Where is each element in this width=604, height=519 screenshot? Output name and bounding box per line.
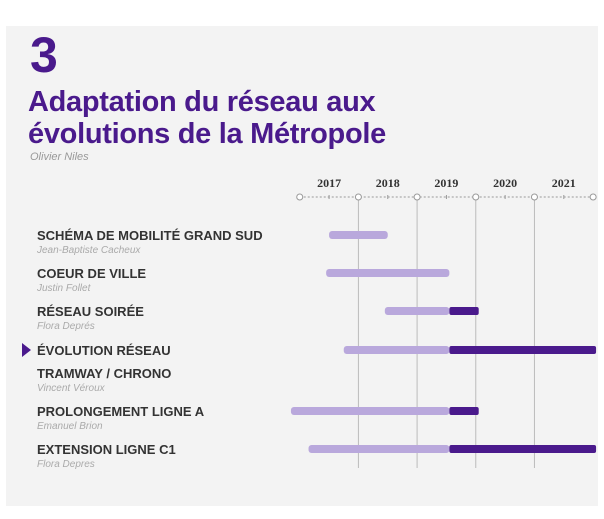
bar-planned [343,346,450,354]
bar-active [449,307,479,315]
task-owner: Flora Deprés [37,321,95,332]
task-name: ÉVOLUTION RÉSEAU [37,343,171,358]
bar-planned [308,445,450,453]
task-owner: Vincent Véroux [37,383,106,394]
bar-planned [326,269,450,277]
bar-active [449,346,597,354]
bar-active [449,445,597,453]
task-name: EXTENSION LIGNE C1 [37,442,176,457]
bar-planned [384,307,450,315]
axis-node [354,193,362,201]
author: Olivier Niles [30,151,89,163]
x-tick-label: 2019 [434,176,458,190]
axis-node [413,193,421,201]
axis-node [296,193,304,201]
highlight-arrow [22,343,31,357]
task-owner: Jean-Baptiste Cacheux [36,245,141,256]
x-tick-label: 2018 [376,176,400,190]
panel [6,26,598,506]
task-name: COEUR DE VILLE [37,266,146,281]
axis-node [589,193,597,201]
task-name: SCHÉMA DE MOBILITÉ GRAND SUD [37,228,263,243]
chart-title: évolutions de la Métropole [28,118,386,150]
bar-planned [329,231,388,239]
task-owner: Justin Follet [36,283,92,294]
task-name: TRAMWAY / CHRONO [37,366,171,381]
task-name: RÉSEAU SOIRÉE [37,304,144,319]
section-number: 3 [30,27,58,83]
x-tick-label: 2021 [552,176,576,190]
axis-node [472,193,480,201]
x-tick-label: 2020 [493,176,517,190]
axis-node [530,193,538,201]
x-tick-label: 2017 [317,176,341,190]
task-owner: Emanuel Brion [37,421,103,432]
task-name: PROLONGEMENT LIGNE A [37,404,205,419]
bar-planned [290,407,450,415]
task-owner: Flora Depres [37,459,95,470]
bar-active [449,407,479,415]
chart-title: Adaptation du réseau aux [28,86,376,118]
